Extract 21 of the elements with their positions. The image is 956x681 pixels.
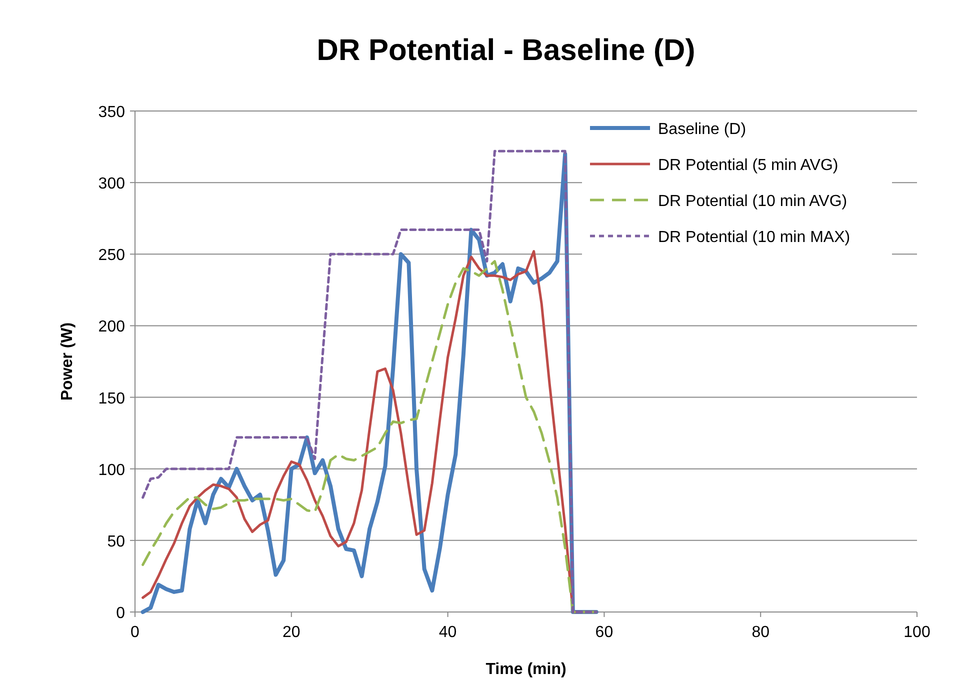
y-tick-label: 50 <box>107 533 126 550</box>
x-tick-label: 80 <box>752 624 770 641</box>
y-tick-label: 200 <box>98 318 126 336</box>
x-tick-label: 100 <box>904 624 930 641</box>
y-tick-label: 350 <box>98 104 126 121</box>
y-axis-title: Power (W) <box>59 322 76 401</box>
y-tick-label: 0 <box>116 605 126 622</box>
chart-title: DR Potential - Baseline (D) <box>316 34 696 67</box>
legend-label: Baseline (D) <box>658 121 746 138</box>
x-tick-label: 20 <box>282 624 300 641</box>
x-tick-label: 40 <box>438 624 457 641</box>
y-tick-label: 150 <box>98 390 126 408</box>
x-tick-label: 60 <box>595 624 614 641</box>
legend-label: DR Potential (10 min AVG) <box>658 193 848 210</box>
x-axis-title: Time (min) <box>486 661 566 678</box>
x-tick-label: 0 <box>130 624 140 641</box>
y-tick-label: 300 <box>98 176 126 193</box>
y-tick-label: 100 <box>98 462 126 479</box>
y-tick-label: 250 <box>98 247 126 264</box>
legend-label: DR Potential (5 min AVG) <box>658 157 838 174</box>
legend-label: DR Potential (10 min MAX) <box>658 229 850 246</box>
